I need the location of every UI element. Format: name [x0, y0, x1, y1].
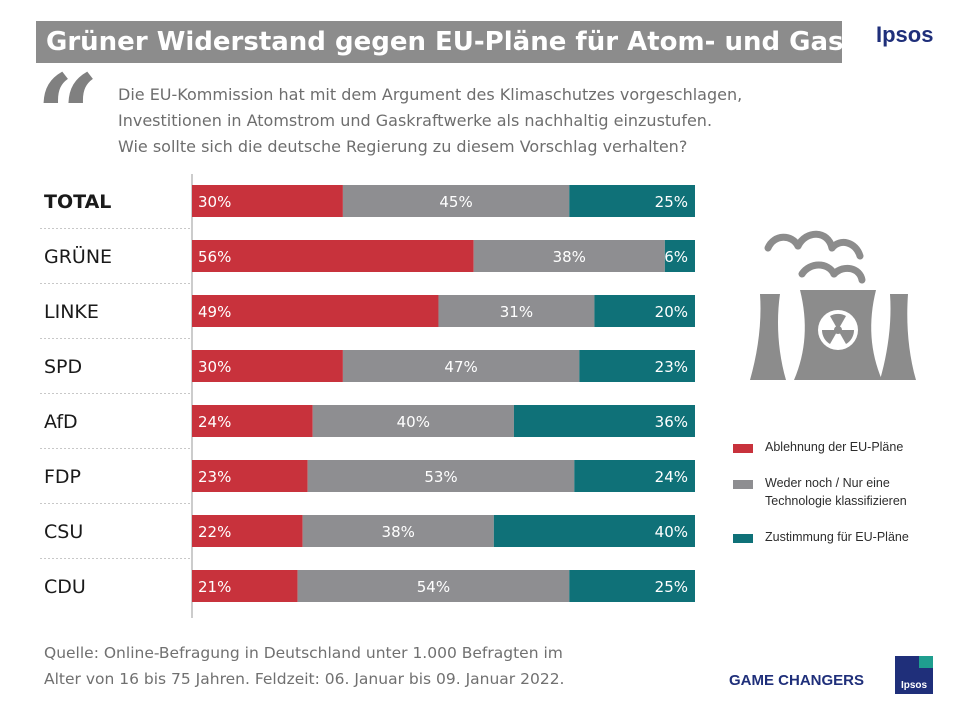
- bar-segment: [192, 185, 343, 217]
- logo-text: Ipsos: [900, 680, 928, 691]
- survey-question: Die EU-Kommission hat mit dem Argument d…: [118, 82, 818, 160]
- quote-icon: “: [36, 50, 100, 179]
- question-line: Die EU-Kommission hat mit dem Argument d…: [118, 85, 743, 104]
- bar-segment: [307, 460, 575, 492]
- question-line: Wie sollte sich die deutsche Regierung z…: [118, 137, 688, 156]
- bar-segment: [473, 240, 665, 272]
- bar-segment: [579, 350, 695, 382]
- legend-swatch: [733, 534, 753, 543]
- bar-segment: [302, 515, 494, 547]
- tagline: GAME CHANGERS: [729, 672, 865, 689]
- bar-segment: [569, 185, 695, 217]
- source-line: Quelle: Online-Befragung in Deutschland …: [44, 644, 563, 662]
- data-label: 6%: [664, 248, 688, 266]
- category-label: AfD: [44, 411, 78, 433]
- category-label: TOTAL: [44, 191, 111, 213]
- legend-swatch: [733, 480, 753, 489]
- legend-item-neutral: Weder noch / Nur eine Technologie klassi…: [733, 474, 953, 510]
- bar-segment: [342, 350, 580, 382]
- stacked-bar-chart: TOTAL 30% 45% 25% GRÜNE 56% 38% 6% LINKE 49% 31% 20…: [40, 174, 695, 618]
- ipsos-logo: Ipsos: [895, 656, 933, 694]
- data-label: 25%: [655, 578, 688, 596]
- category-label: CDU: [44, 576, 86, 598]
- bar-segment: [574, 460, 695, 492]
- legend-item-rejection: Ablehnung der EU-Pläne: [733, 438, 953, 456]
- bar-segment: [192, 240, 474, 272]
- data-label: 21%: [198, 578, 231, 596]
- bar-segment: [664, 240, 695, 272]
- bar-segment: [438, 295, 595, 327]
- bar-segment: [192, 515, 303, 547]
- legend-label: Zustimmung für EU-Pläne: [765, 530, 909, 544]
- legend-label: Weder noch / Nur eine Technologie klassi…: [765, 476, 907, 508]
- bar-segment: [297, 570, 570, 602]
- bar-segment: [493, 515, 695, 547]
- nuclear-plant-icon: [750, 230, 916, 380]
- page-title: Grüner Widerstand gegen EU-Pläne für Ato…: [36, 21, 955, 63]
- category-label: FDP: [44, 466, 81, 488]
- bar-segment: [192, 295, 439, 327]
- data-label: 36%: [655, 413, 688, 431]
- bar-segment: [192, 570, 298, 602]
- data-label: 31%: [500, 303, 533, 321]
- legend-item-approval: Zustimmung für EU-Pläne: [733, 528, 953, 546]
- bar-segment: [192, 405, 313, 437]
- category-label: GRÜNE: [44, 245, 112, 268]
- category-label: CSU: [44, 521, 83, 543]
- data-label: 23%: [655, 358, 688, 376]
- source-note: Quelle: Online-Befragung in Deutschland …: [44, 640, 684, 692]
- legend-swatch: [733, 444, 753, 453]
- category-label: LINKE: [44, 301, 99, 323]
- data-label: 47%: [444, 358, 477, 376]
- logo-accent: [919, 656, 933, 668]
- brand-name: Ipsos: [876, 22, 934, 47]
- data-label: 30%: [198, 193, 231, 211]
- legend-label: Ablehnung der EU-Pläne: [765, 440, 904, 454]
- bar-segment: [342, 185, 570, 217]
- source-line: Alter von 16 bis 75 Jahren. Feldzeit: 06…: [44, 670, 565, 688]
- bar-segment: [192, 350, 343, 382]
- data-label: 54%: [417, 578, 450, 596]
- data-label: 40%: [397, 413, 430, 431]
- data-label: 49%: [198, 303, 231, 321]
- data-label: 38%: [553, 248, 586, 266]
- bar-segment: [594, 295, 695, 327]
- chart-legend: Ablehnung der EU-Pläne Weder noch / Nur …: [733, 438, 953, 564]
- data-label: 24%: [655, 468, 688, 486]
- question-line: Investitionen in Atomstrom und Gaskraftw…: [118, 111, 713, 130]
- data-label: 22%: [198, 523, 231, 541]
- data-label: 56%: [198, 248, 231, 266]
- category-label: SPD: [44, 356, 82, 378]
- bar-segment: [513, 405, 695, 437]
- data-label: 30%: [198, 358, 231, 376]
- data-label: 25%: [655, 193, 688, 211]
- bar-segment: [312, 405, 514, 437]
- data-label: 40%: [655, 523, 688, 541]
- data-label: 24%: [198, 413, 231, 431]
- data-label: 45%: [439, 193, 472, 211]
- data-label: 20%: [655, 303, 688, 321]
- data-label: 53%: [424, 468, 457, 486]
- bar-segment: [569, 570, 695, 602]
- bar-segment: [192, 460, 308, 492]
- data-label: 23%: [198, 468, 231, 486]
- data-label: 38%: [382, 523, 415, 541]
